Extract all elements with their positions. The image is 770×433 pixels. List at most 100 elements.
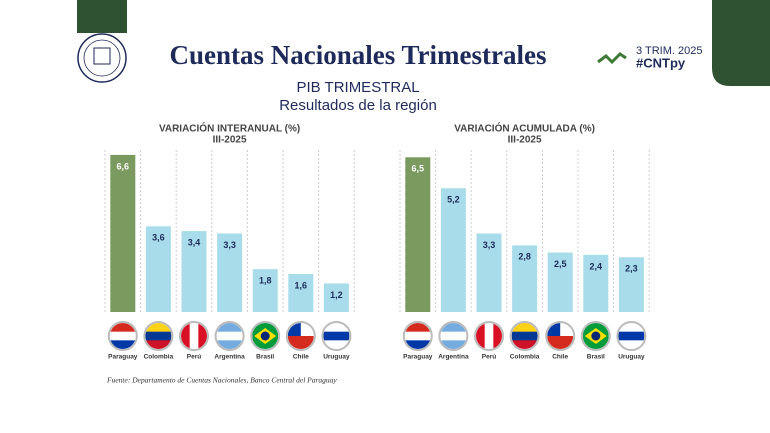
bar: [145, 226, 171, 312]
flag: [145, 340, 172, 349]
corner-band: [712, 0, 770, 86]
value-label: 1,8: [259, 276, 272, 286]
bar: [405, 157, 431, 312]
source: Fuente: Departamento de Cuentas Nacional…: [106, 376, 337, 385]
flag: [440, 323, 467, 333]
flag: [109, 331, 136, 341]
bar: [583, 254, 609, 312]
flag: [591, 331, 601, 341]
flag: [618, 340, 645, 349]
value-label: 1,6: [295, 280, 308, 290]
flag: [145, 323, 172, 333]
chart-title: VARIACIÓN INTERANUAL (%): [159, 122, 300, 135]
value-label: 2,3: [625, 264, 638, 274]
category-label: Chile: [552, 354, 568, 361]
category-label: Colombia: [510, 354, 540, 361]
flag: [109, 323, 136, 333]
flag: [109, 340, 136, 349]
flag: [189, 323, 199, 349]
bar: [110, 154, 136, 312]
flag: [145, 331, 172, 341]
bar: [440, 188, 466, 312]
flag-ring: [545, 321, 576, 351]
category-label: Uruguay: [323, 354, 350, 361]
bar: [512, 245, 538, 312]
value-label: 3,4: [188, 237, 201, 247]
flag: [547, 323, 561, 336]
flag: [484, 323, 494, 349]
value-label: 3,6: [152, 233, 165, 243]
value-label: 6,6: [117, 161, 130, 171]
flag-ring: [580, 321, 611, 351]
category-label: Uruguay: [618, 354, 645, 361]
flag: [323, 331, 350, 341]
flag-ring: [107, 321, 138, 351]
logo: [77, 33, 127, 83]
flag-ring: [143, 321, 174, 351]
flag-ring: [402, 321, 433, 351]
period: 3 TRIM. 2025: [636, 45, 702, 57]
flag: [181, 323, 191, 349]
value-label: 2,4: [590, 261, 603, 271]
bar: [288, 273, 314, 312]
flag: [323, 323, 350, 333]
bar: [618, 257, 644, 312]
flag-ring: [438, 321, 469, 351]
flag-ring: [509, 321, 540, 351]
value-label: 3,3: [223, 240, 236, 250]
corner-band: [77, 0, 127, 33]
logo: [93, 47, 111, 65]
value-label: 3,3: [483, 240, 496, 250]
bar: [323, 283, 349, 312]
flag: [511, 331, 538, 341]
flag: [287, 323, 301, 336]
flag: [404, 331, 431, 341]
category-label: Chile: [293, 354, 309, 361]
flag: [618, 331, 645, 341]
bar: [547, 252, 573, 312]
flag: [476, 323, 486, 349]
flag: [260, 331, 270, 341]
category-label: Colombia: [144, 354, 174, 361]
value-label: 2,5: [554, 259, 567, 269]
flag: [511, 323, 538, 333]
category-label: Brasil: [587, 354, 605, 361]
flag: [618, 323, 645, 333]
category-label: Perú: [187, 354, 201, 361]
chart-subtitle: III-2025: [508, 135, 542, 146]
flag: [404, 323, 431, 333]
flag-ring: [214, 321, 245, 351]
flag: [216, 331, 243, 341]
flag-ring: [474, 321, 504, 351]
subtitle: Resultados de la región: [279, 97, 437, 114]
flag-ring: [616, 321, 647, 351]
flag: [323, 340, 350, 349]
flag-ring: [179, 321, 209, 351]
flag: [198, 323, 207, 349]
flag-ring: [250, 321, 281, 351]
chart-subtitle: III-2025: [213, 135, 247, 146]
logo: [83, 39, 121, 77]
value-label: 2,8: [518, 252, 531, 262]
title: Cuentas Nacionales Trimestrales: [170, 40, 547, 70]
category-label: Paraguay: [108, 354, 138, 361]
bar: [217, 233, 243, 312]
category-label: Paraguay: [403, 354, 433, 361]
category-label: Brasil: [256, 354, 274, 361]
flag: [511, 340, 538, 349]
flag: [404, 340, 431, 349]
flag-ring: [285, 321, 316, 351]
bar: [476, 233, 502, 312]
value-label: 1,2: [330, 290, 343, 300]
flag: [216, 323, 243, 333]
hashtag: #CNTpy: [636, 55, 686, 70]
flag: [440, 331, 467, 341]
flag-ring: [321, 321, 352, 351]
flag: [440, 340, 467, 349]
bar: [181, 231, 207, 312]
category-label: Argentina: [214, 354, 245, 361]
chart-title: VARIACIÓN ACUMULADA (%): [454, 122, 595, 135]
bar: [252, 269, 278, 312]
flag: [493, 323, 502, 349]
